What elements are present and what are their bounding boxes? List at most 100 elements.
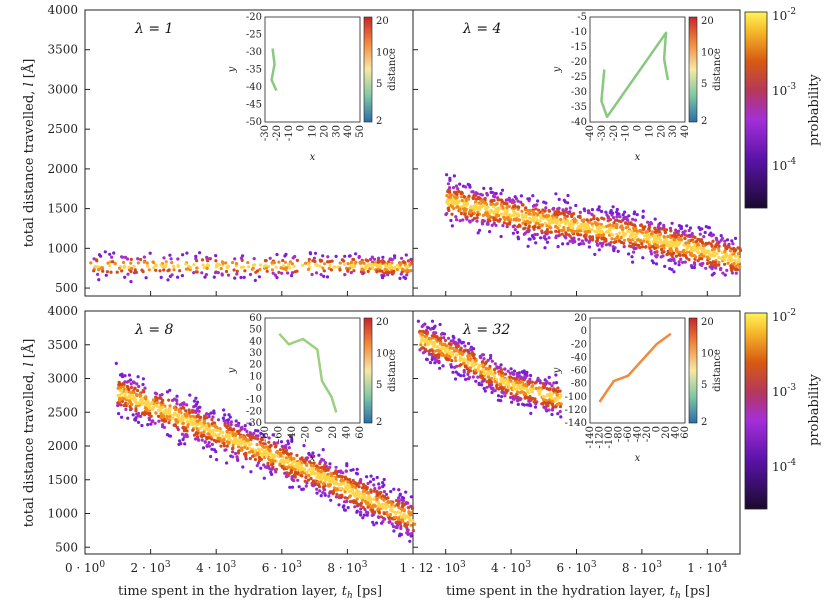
scatter-point (640, 245, 645, 249)
scatter-point (730, 271, 735, 275)
scatter-point (597, 233, 601, 237)
scatter-point (679, 237, 683, 241)
scatter-point (574, 203, 578, 208)
scatter-point (615, 207, 619, 212)
scatter-point (193, 437, 198, 441)
scatter-point (406, 528, 410, 532)
scatter-point (590, 237, 595, 241)
scatter-point (492, 194, 496, 198)
scatter-point (710, 267, 714, 271)
scatter-point (687, 229, 691, 233)
scatter-point (489, 202, 493, 206)
scatter-point (635, 213, 639, 217)
scatter-point (662, 235, 666, 239)
scatter-point (452, 336, 456, 340)
scatter-point (499, 234, 503, 239)
scatter-point (195, 431, 200, 435)
inset-colorbar-tick: 10 (701, 349, 714, 360)
scatter-point (472, 208, 477, 212)
scatter-point (526, 197, 530, 201)
scatter-point (352, 269, 356, 273)
scatter-point (398, 532, 402, 536)
scatter-point (693, 248, 697, 252)
scatter-point (675, 239, 679, 243)
scatter-point (331, 491, 336, 495)
scatter-point (264, 449, 269, 454)
scatter-point (179, 442, 183, 446)
scatter-point (122, 266, 126, 270)
scatter-point (369, 488, 373, 492)
scatter-point (317, 474, 321, 478)
scatter-point (305, 470, 309, 475)
scatter-point (168, 415, 172, 419)
scatter-point (468, 211, 472, 215)
scatter-point (554, 405, 558, 409)
scatter-point (452, 174, 456, 178)
scatter-point (487, 384, 492, 388)
scatter-point (543, 234, 547, 238)
scatter-point (306, 267, 311, 271)
inset-y-tick-label: -60 (571, 366, 587, 377)
scatter-point (180, 432, 184, 436)
scatter-point (293, 470, 298, 474)
scatter-point (394, 521, 398, 525)
scatter-point (120, 392, 124, 396)
scatter-point (128, 394, 132, 398)
scatter-point (632, 223, 637, 227)
scatter-point (480, 368, 485, 372)
scatter-point (312, 461, 316, 465)
scatter-point (499, 363, 503, 367)
inset-colorbar-tick: 20 (376, 317, 389, 328)
inset-y-tick-label: -20 (246, 12, 262, 23)
scatter-point (253, 457, 257, 462)
scatter-point (243, 445, 247, 449)
inset-y-tick-label: 20 (249, 360, 262, 371)
scatter-point (548, 220, 552, 224)
scatter-point (557, 197, 561, 201)
scatter-point (545, 387, 549, 391)
scatter-point (290, 262, 294, 266)
scatter-point (194, 270, 198, 274)
scatter-point (588, 235, 592, 239)
scatter-point (556, 213, 560, 217)
scatter-point (595, 226, 599, 230)
scatter-point (409, 495, 413, 499)
scatter-point (500, 199, 504, 204)
scatter-point (684, 248, 689, 252)
colorbar-bottom-tick-1: 10-3 (772, 383, 796, 399)
scatter-point (556, 245, 560, 249)
scatter-point (122, 403, 126, 408)
scatter-point (509, 395, 513, 400)
scatter-point (690, 265, 694, 270)
scatter-point (216, 436, 220, 440)
scatter-point (479, 198, 483, 203)
scatter-point (629, 238, 633, 242)
scatter-point (485, 367, 489, 371)
scatter-point (338, 268, 342, 272)
scatter-point (499, 383, 503, 387)
scatter-point (176, 257, 180, 261)
scatter-point (378, 263, 382, 267)
scatter-point (161, 265, 165, 269)
scatter-point (715, 238, 719, 242)
scatter-point (602, 217, 606, 221)
scatter-point (505, 222, 509, 226)
scatter-point (532, 216, 536, 220)
scatter-point (486, 205, 490, 209)
scatter-point (516, 402, 520, 406)
scatter-point (516, 213, 521, 217)
scatter-point (592, 214, 596, 218)
scatter-point (563, 216, 567, 220)
scatter-point (132, 381, 136, 385)
scatter-point (365, 496, 369, 500)
scatter-point (503, 217, 507, 222)
scatter-point (187, 264, 191, 268)
scatter-point (676, 230, 680, 234)
scatter-point (406, 259, 411, 263)
scatter-point (570, 230, 574, 234)
x-tick-label: 4 · 103 (196, 560, 236, 575)
scatter-point (323, 461, 328, 465)
inset-y-tick-label: 50 (249, 325, 262, 336)
scatter-point (228, 415, 232, 419)
inset-y-tick-label: -30 (246, 418, 262, 429)
